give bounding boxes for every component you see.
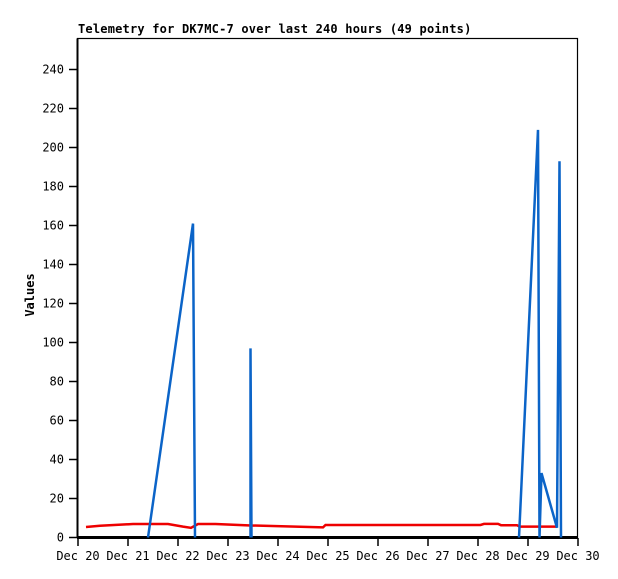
y-tick-label: 120 xyxy=(42,297,64,311)
y-tick-label: 180 xyxy=(42,180,64,194)
x-tick-label: Dec 28 xyxy=(456,549,499,563)
y-tick-label: 240 xyxy=(42,63,64,77)
y-tick-label: 0 xyxy=(57,531,64,545)
blue-telemetry-channel-line xyxy=(146,223,197,538)
y-tick-label: 160 xyxy=(42,219,64,233)
y-tick-label: 140 xyxy=(42,258,64,272)
y-tick-label: 60 xyxy=(50,414,64,428)
x-tick-label: Dec 23 xyxy=(206,549,249,563)
x-tick-label: Dec 29 xyxy=(506,549,549,563)
x-tick-label: Dec 21 xyxy=(106,549,149,563)
y-tick-label: 100 xyxy=(42,336,64,350)
x-tick-label: Dec 26 xyxy=(356,549,399,563)
y-tick-label: 40 xyxy=(50,453,64,467)
x-tick-label: Dec 30 xyxy=(556,549,599,563)
y-tick-label: 80 xyxy=(50,375,64,389)
x-tick-label: Dec 27 xyxy=(406,549,449,563)
blue-telemetry-channel-line xyxy=(249,348,253,538)
y-tick-label: 200 xyxy=(42,141,64,155)
x-tick-label: Dec 24 xyxy=(256,549,299,563)
red-telemetry-channel-line xyxy=(85,522,557,530)
y-tick-label: 20 xyxy=(50,492,64,506)
x-tick-label: Dec 25 xyxy=(306,549,349,563)
x-tick-label: Dec 20 xyxy=(56,549,99,563)
x-tick-label: Dec 22 xyxy=(156,549,199,563)
plot-border xyxy=(76,37,579,539)
chart-title: Telemetry for DK7MC-7 over last 240 hour… xyxy=(78,22,472,36)
y-tick-label: 220 xyxy=(42,102,64,116)
blue-telemetry-channel-line xyxy=(517,129,563,538)
